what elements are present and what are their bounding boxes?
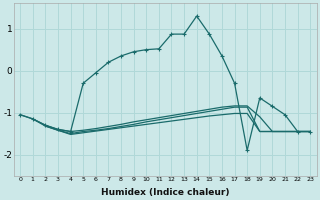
X-axis label: Humidex (Indice chaleur): Humidex (Indice chaleur) [101,188,229,197]
